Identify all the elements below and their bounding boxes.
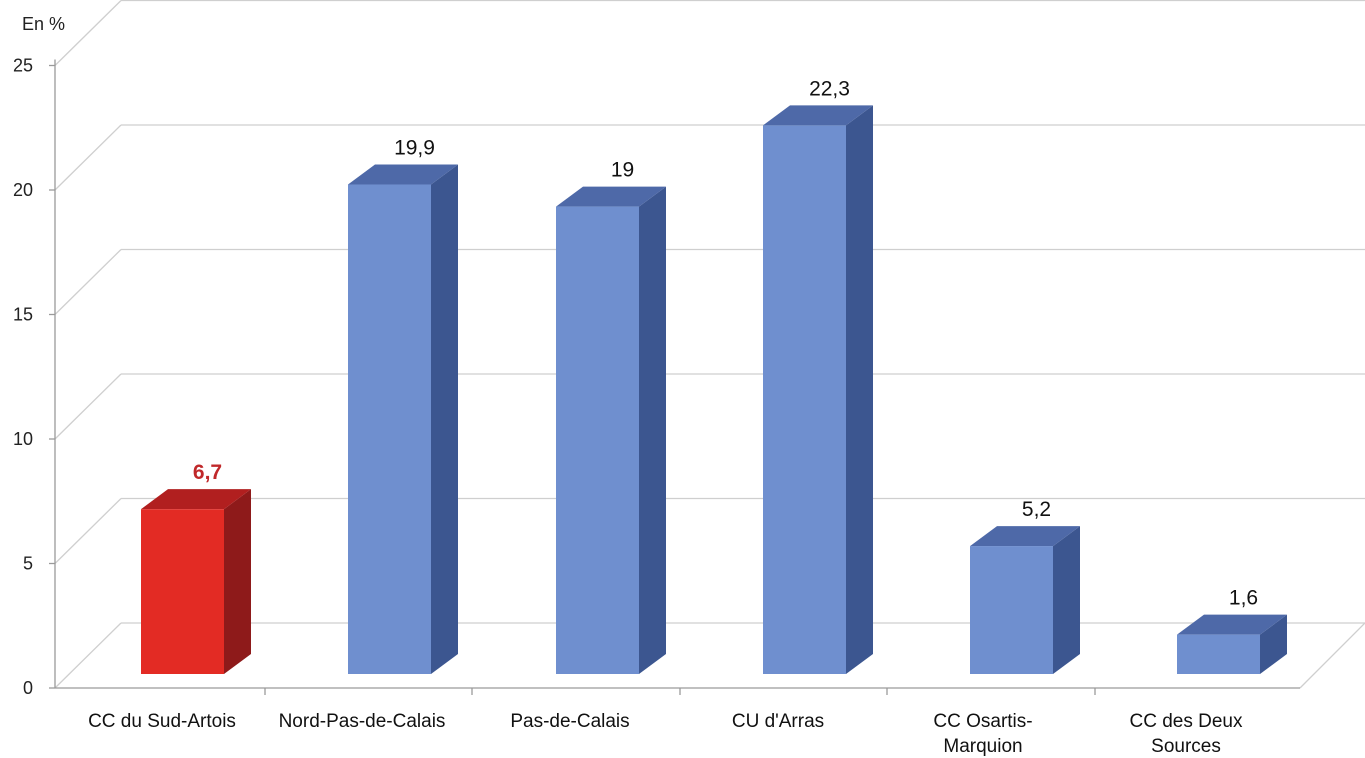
gridline-diagonal bbox=[54, 124, 122, 191]
bar-side bbox=[224, 489, 251, 674]
y-tick-label: 5 bbox=[23, 554, 33, 574]
gridline-diagonal bbox=[54, 249, 122, 315]
data-label: 19 bbox=[611, 159, 634, 182]
y-tick-label: 20 bbox=[13, 180, 33, 200]
data-label: 1,6 bbox=[1229, 587, 1258, 610]
bar-top bbox=[141, 489, 251, 510]
bar-top bbox=[348, 164, 458, 185]
data-label: 5,2 bbox=[1022, 498, 1051, 521]
x-category-label: Nord-Pas-de-Calais bbox=[279, 711, 446, 732]
bar-top bbox=[763, 105, 873, 126]
x-category-label: Pas-de-Calais bbox=[510, 711, 629, 732]
y-tick-label: 25 bbox=[13, 56, 33, 76]
gridline-diagonal bbox=[54, 373, 122, 440]
y-axis-unit-label: En % bbox=[22, 14, 66, 34]
data-label: 22,3 bbox=[809, 77, 850, 100]
bar-top bbox=[556, 186, 666, 207]
x-category-label: CC du Sud-Artois bbox=[88, 711, 236, 732]
bar-side bbox=[1053, 526, 1080, 674]
y-tick-label: 10 bbox=[13, 429, 33, 449]
bar bbox=[763, 125, 846, 675]
data-label: 19,9 bbox=[394, 136, 435, 159]
bar-top bbox=[970, 526, 1080, 547]
x-category-label: CC des Deux bbox=[1130, 711, 1243, 732]
x-category-label: Sources bbox=[1151, 736, 1221, 757]
data-label: 6,7 bbox=[193, 461, 222, 484]
bar-side bbox=[431, 164, 458, 674]
x-category-label: CC Osartis- bbox=[933, 711, 1032, 732]
gridline-diagonal bbox=[54, 498, 122, 564]
gridline-diagonal bbox=[54, 0, 122, 66]
y-tick-label: 0 bbox=[23, 678, 33, 698]
y-tick-label: 15 bbox=[13, 305, 33, 325]
bar bbox=[141, 509, 224, 674]
bar bbox=[348, 184, 431, 674]
x-category-label: CU d'Arras bbox=[732, 711, 824, 732]
bar-side bbox=[639, 186, 666, 674]
bar-side bbox=[1260, 614, 1287, 674]
x-category-label: Marquion bbox=[943, 736, 1022, 757]
bar bbox=[1177, 634, 1260, 674]
bar-side bbox=[846, 105, 873, 675]
bar bbox=[556, 206, 639, 674]
gridline-diagonal bbox=[54, 622, 122, 689]
bar bbox=[970, 546, 1053, 674]
bar-top bbox=[1177, 614, 1287, 635]
floor-right-edge bbox=[1299, 622, 1365, 689]
